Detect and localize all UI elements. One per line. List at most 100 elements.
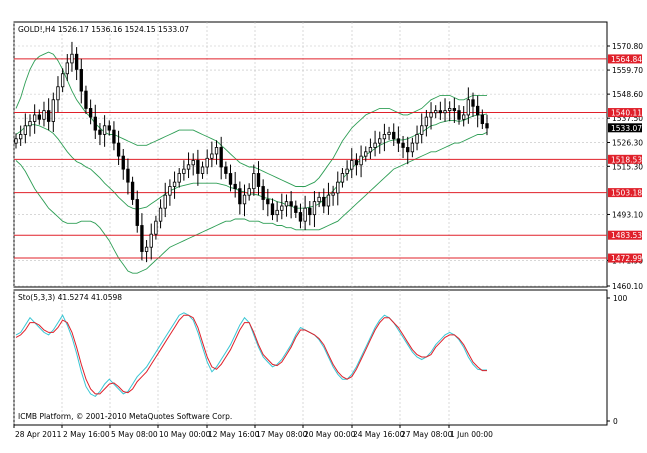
candle-body [60, 73, 65, 88]
candle-body [238, 188, 242, 205]
candle-body [116, 142, 121, 157]
candle-body [466, 99, 471, 116]
stochastic-tick-label: 0 [613, 417, 618, 426]
stochastic-grid [13, 290, 450, 425]
candle-body [303, 207, 307, 222]
candle-body [56, 86, 60, 101]
price-tick-label: 1548.60 [612, 90, 643, 99]
candle-body [18, 134, 23, 140]
current-price-tag: 1533.07 [608, 123, 642, 133]
level-label-box [608, 154, 642, 164]
candle-body [186, 164, 191, 170]
price-tick-label: 1526.30 [612, 138, 643, 147]
candle-body [354, 160, 359, 166]
candle-body [401, 142, 405, 148]
candle-body [149, 233, 153, 248]
candle-body [340, 173, 345, 183]
candle-body [14, 138, 18, 144]
candle-body [51, 99, 55, 122]
stochastic-panel[interactable]: Sto(5,3,3) 41.5274 41.0598 ICMB Platform… [13, 289, 628, 426]
candle-body [485, 123, 489, 129]
stochastic-tick-label: 100 [613, 294, 628, 303]
candle-body [205, 157, 209, 168]
level-label: 1483.53 [611, 231, 642, 240]
candle-body [247, 188, 251, 196]
candle-body [308, 207, 312, 216]
candle-body [406, 147, 410, 153]
candle-body [130, 181, 135, 200]
candle-body [135, 199, 139, 226]
candle-body [74, 53, 79, 70]
candle-body [70, 53, 74, 64]
level-label-box [608, 253, 642, 263]
level-labels: 1564.84 1540.11 1518.53 1503.18 1483.53 1472.… [608, 54, 642, 263]
price-panel[interactable]: GOLD!,H4 1526.17 1536.16 1524.15 1533.07… [13, 21, 643, 291]
candle-body [387, 131, 391, 135]
candle-body [158, 207, 163, 222]
candle-body [191, 160, 195, 166]
stochastic-signal-line [15, 314, 487, 395]
candle-body [256, 173, 261, 187]
stochastic-main-line [15, 312, 487, 398]
candle-body [140, 225, 144, 252]
candle-body [471, 99, 475, 107]
candle-body [438, 110, 443, 114]
candle-body [144, 246, 149, 252]
candle-body [270, 203, 275, 216]
candle-body [448, 108, 452, 112]
candle-body [23, 125, 27, 135]
candle-body [266, 199, 270, 205]
time-tick-label: 10 May 00:00 [159, 430, 211, 439]
level-label: 1518.53 [611, 155, 642, 164]
candle-body [298, 212, 303, 222]
level-label: 1472.99 [611, 254, 642, 263]
level-label-box [608, 54, 642, 64]
candle-body [224, 166, 228, 174]
time-tick-label: 2 May 16:00 [63, 430, 110, 439]
candle-body [392, 131, 396, 140]
time-tick-label: 27 May 08:00 [401, 430, 453, 439]
candle-body [168, 186, 172, 196]
time-tick-label: 17 May 08:00 [256, 430, 308, 439]
candle-body [219, 147, 223, 168]
candle-body [429, 112, 433, 118]
bollinger-middle [15, 113, 488, 210]
price-tick-label: 1570.80 [612, 42, 643, 51]
current-price-label: 1533.07 [611, 124, 642, 133]
candle-body [93, 116, 97, 131]
stochastic-lines [15, 312, 487, 398]
stochastic-axis: 100 0 [607, 294, 628, 426]
candle-body [126, 168, 130, 183]
time-axis: 28 Apr 2011 2 May 16:00 5 May 08:00 10 May … [13, 425, 493, 439]
candle-body [121, 155, 125, 170]
candle-body [345, 168, 349, 174]
candle-body [32, 114, 37, 122]
level-label-box [608, 108, 642, 118]
candle-body [177, 173, 181, 183]
candle-body [28, 121, 32, 127]
candle-body [312, 201, 317, 216]
bollinger-lower [15, 131, 488, 274]
price-grid [13, 22, 607, 287]
candle-body [163, 194, 167, 209]
candle-body [378, 138, 382, 144]
candle-body [359, 155, 363, 166]
time-tick-label: 12 May 16:00 [208, 430, 260, 439]
candle-body [182, 168, 186, 174]
candle-body [326, 194, 331, 207]
candle-body [368, 147, 373, 153]
candle-body [462, 114, 466, 120]
horizontal-levels [14, 58, 607, 259]
candle-body [242, 194, 247, 205]
candle-body [331, 192, 335, 196]
candle-body [457, 110, 461, 120]
candle-body [210, 153, 214, 159]
candle-body [102, 125, 107, 135]
candle-body [275, 209, 279, 216]
candle-body [233, 183, 237, 190]
candle-body [37, 114, 41, 120]
candle-body [443, 110, 447, 114]
time-tick-label: 28 Apr 2011 [15, 430, 62, 439]
candle-body [79, 69, 83, 92]
